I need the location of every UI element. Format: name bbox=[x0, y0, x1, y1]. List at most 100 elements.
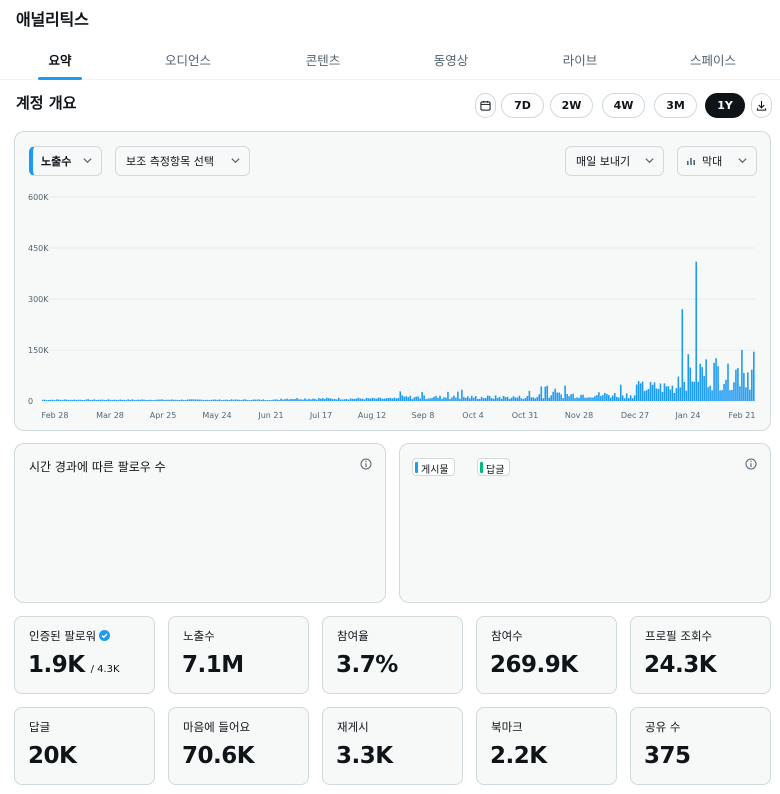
metric-card-reposts[interactable]: 재게시 3.3K bbox=[322, 707, 463, 785]
range-7d-button[interactable]: 7D bbox=[501, 93, 544, 118]
impressions-bar bbox=[198, 399, 201, 401]
impressions-bar bbox=[322, 398, 324, 401]
impressions-bar bbox=[171, 399, 173, 401]
impressions-bar bbox=[91, 399, 94, 401]
chart-type-select[interactable]: 막대 bbox=[677, 146, 757, 176]
secondary-select-label: 보조 측정항목 선택 bbox=[126, 155, 214, 168]
impressions-bar bbox=[165, 399, 167, 401]
impressions-bar bbox=[379, 397, 382, 401]
impressions-bar bbox=[371, 397, 374, 401]
chevron-down-icon bbox=[231, 158, 240, 164]
range-3m-button[interactable]: 3M bbox=[654, 93, 697, 118]
metric-card-replies[interactable]: 답글 20K bbox=[14, 707, 155, 785]
impressions-bar bbox=[369, 398, 372, 401]
impressions-bar bbox=[457, 391, 459, 401]
tab-spaces[interactable]: 스페이스 bbox=[658, 38, 768, 80]
impressions-bar bbox=[598, 392, 600, 401]
bar-chart-icon bbox=[687, 158, 695, 165]
impressions-bar bbox=[67, 400, 70, 401]
impressions-bar bbox=[478, 398, 481, 401]
impressions-bar bbox=[161, 399, 163, 401]
impressions-bar bbox=[276, 399, 278, 401]
impressions-bar bbox=[256, 399, 259, 401]
impressions-bar bbox=[588, 397, 590, 401]
impressions-bar bbox=[97, 399, 100, 401]
tab-live[interactable]: 라이브 bbox=[525, 38, 635, 80]
impressions-bar bbox=[514, 397, 517, 401]
impressions-bar bbox=[671, 385, 674, 401]
impressions-bar bbox=[206, 399, 209, 401]
impressions-bar bbox=[596, 395, 598, 401]
impressions-bar bbox=[467, 396, 469, 401]
metric-card-bookmarks[interactable]: 북마크 2.2K bbox=[476, 707, 617, 785]
impressions-bar bbox=[659, 383, 662, 401]
impressions-bar bbox=[262, 399, 265, 401]
impressions-bar bbox=[308, 398, 310, 401]
impressions-bar bbox=[347, 399, 350, 401]
impressions-bar bbox=[300, 399, 302, 401]
impressions-bar bbox=[157, 399, 159, 401]
impressions-bar bbox=[149, 399, 151, 401]
impressions-bar bbox=[619, 384, 622, 401]
metric-card-profile-visits[interactable]: 프로필 조회수 24.3K bbox=[630, 616, 771, 694]
impressions-bar bbox=[363, 399, 366, 401]
interval-select[interactable]: 매일 보내기 bbox=[565, 146, 664, 176]
metric-card-likes[interactable]: 마음에 들어요 70.6K bbox=[168, 707, 309, 785]
impressions-bar bbox=[306, 399, 308, 401]
impressions-bar bbox=[163, 399, 165, 401]
download-button[interactable] bbox=[751, 93, 772, 118]
metric-card-shares[interactable]: 공유 수 375 bbox=[630, 707, 771, 785]
page-title: 애널리틱스 bbox=[16, 10, 89, 29]
impressions-bar bbox=[731, 389, 733, 401]
impressions-bar bbox=[425, 399, 427, 401]
impressions-bar bbox=[615, 396, 618, 401]
tab-summary[interactable]: 요약 bbox=[5, 38, 115, 80]
legend-replies[interactable]: 답글 bbox=[477, 458, 511, 476]
impressions-bar bbox=[302, 399, 304, 401]
impressions-bar bbox=[506, 396, 509, 401]
calendar-button[interactable] bbox=[475, 93, 496, 118]
tab-label: 동영상 bbox=[433, 53, 469, 68]
impressions-bar bbox=[284, 399, 286, 401]
metric-value: 7.1M bbox=[182, 652, 244, 678]
impressions-bar bbox=[709, 385, 711, 401]
impressions-bar bbox=[329, 398, 332, 401]
impressions-bar bbox=[85, 399, 88, 401]
metric-card-impressions[interactable]: 노출수 7.1M bbox=[168, 616, 309, 694]
tab-video[interactable]: 동영상 bbox=[396, 38, 506, 80]
info-icon[interactable] bbox=[360, 458, 372, 470]
impressions-bar bbox=[578, 397, 580, 401]
range-4w-button[interactable]: 4W bbox=[602, 93, 645, 118]
tab-content[interactable]: 콘텐츠 bbox=[268, 38, 378, 80]
impressions-bar bbox=[719, 390, 721, 401]
metric-card-engagement-rate[interactable]: 참여율 3.7% bbox=[322, 616, 463, 694]
impressions-bar bbox=[635, 384, 638, 401]
impressions-bar bbox=[63, 399, 66, 401]
impressions-bar bbox=[127, 399, 129, 401]
impressions-bar bbox=[627, 398, 630, 401]
info-icon[interactable] bbox=[745, 458, 757, 470]
x-tick-label: Jan 24 bbox=[674, 411, 700, 420]
impressions-bar bbox=[69, 399, 72, 401]
impressions-bar bbox=[427, 398, 429, 401]
impressions-bar bbox=[472, 397, 475, 401]
followers-chart-card: 시간 경과에 따른 팔로우 수 bbox=[14, 443, 386, 603]
impressions-bar bbox=[254, 399, 257, 401]
impressions-bar bbox=[43, 399, 46, 401]
range-1y-button[interactable]: 1Y bbox=[705, 93, 745, 118]
impressions-bar bbox=[647, 388, 650, 401]
impressions-bar bbox=[194, 399, 197, 401]
metric-label: 참여수 bbox=[491, 629, 523, 643]
impressions-bar bbox=[87, 399, 90, 401]
metric-card-verified-followers[interactable]: 인증된 팔로워 1.9K / 4.3K bbox=[14, 616, 155, 694]
range-2w-button[interactable]: 2W bbox=[550, 93, 593, 118]
impressions-bar bbox=[528, 390, 531, 401]
secondary-metric-select[interactable]: 보조 측정항목 선택 bbox=[115, 146, 250, 176]
y-tick-label: 0 bbox=[28, 397, 33, 406]
impressions-bar bbox=[641, 381, 644, 401]
tab-audience[interactable]: 오디언스 bbox=[133, 38, 243, 80]
legend-posts[interactable]: 게시물 bbox=[412, 458, 455, 476]
metric-select[interactable]: 노출수 bbox=[29, 146, 102, 176]
metric-card-engagements[interactable]: 참여수 269.9K bbox=[476, 616, 617, 694]
impressions-bar bbox=[520, 398, 523, 401]
